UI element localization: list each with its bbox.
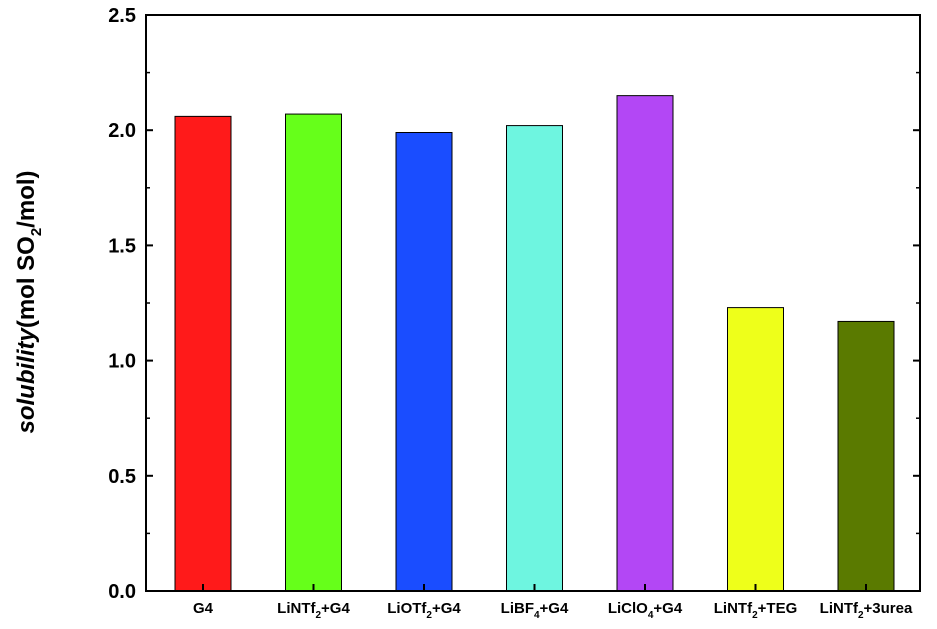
bars-layer xyxy=(174,95,895,592)
y-axis: 0.0 0.5 1.0 1.5 2.0 2.5 xyxy=(108,5,920,603)
y-axis-label-part1: (mol SO xyxy=(13,236,40,328)
x-tick-label: LiBF4+G4 xyxy=(501,600,569,621)
plot-frame xyxy=(145,14,921,592)
y-axis-label-subscript: 2 xyxy=(28,228,45,236)
bar xyxy=(285,113,342,592)
x-tick-label: LiNTf2+3urea xyxy=(820,600,913,621)
y-tick-label: 1.5 xyxy=(108,235,136,257)
y-tick-label: 0.0 xyxy=(108,581,136,603)
y-axis-label-text: solubility(mol SO2/mol) xyxy=(13,170,45,433)
bar xyxy=(616,95,674,592)
bar xyxy=(174,115,232,592)
y-tick-label: 1.0 xyxy=(108,351,136,373)
bar xyxy=(506,125,563,592)
y-axis-label: solubility(mol SO2/mol) xyxy=(13,170,45,433)
x-tick-label: LiNTf2+G4 xyxy=(277,600,350,621)
y-tick-label: 2.0 xyxy=(108,120,136,142)
bar xyxy=(727,307,784,592)
y-tick-label: 2.5 xyxy=(108,5,136,27)
x-tick-label: G4 xyxy=(193,600,214,617)
x-tick-label: LiNTf2+TEG xyxy=(714,600,798,621)
bar xyxy=(837,320,895,592)
y-axis-label-part2: /mol) xyxy=(13,170,40,227)
x-axis: G4 LiNTf2+G4 LiOTf2+G4 LiBF4+G4 LiClO4+G4 LiN… xyxy=(193,584,913,621)
bar xyxy=(395,132,453,592)
x-tick-label: LiOTf2+G4 xyxy=(387,600,461,621)
y-axis-label-italic: solubility xyxy=(13,327,40,434)
y-tick-label: 0.5 xyxy=(108,466,136,488)
x-tick-label: LiClO4+G4 xyxy=(608,600,683,621)
